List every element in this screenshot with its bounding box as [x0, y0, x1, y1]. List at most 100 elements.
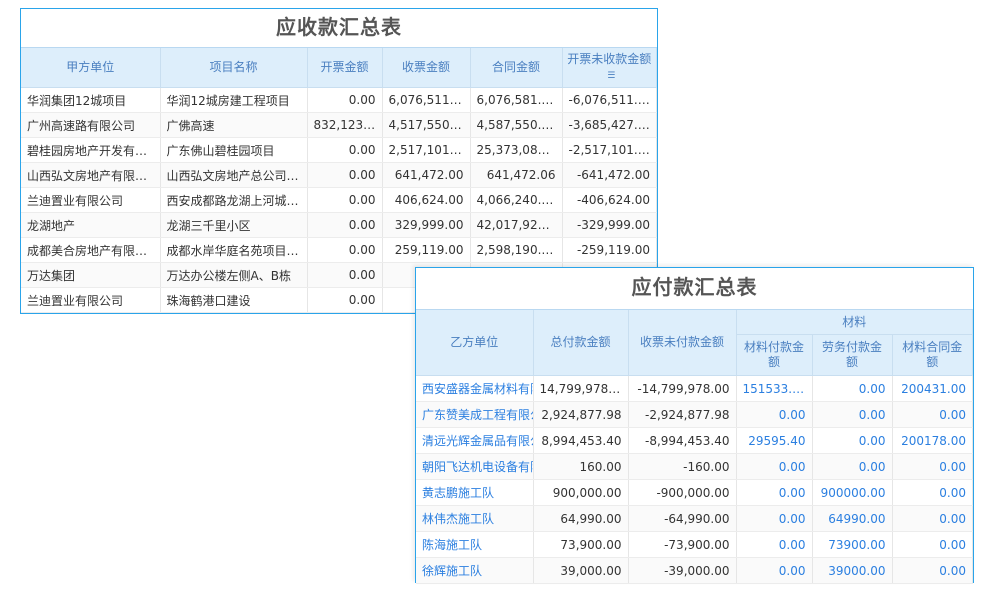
table-row[interactable]: 西安盛器金属材料有限公司14,799,978.00-14,799,978.001…: [416, 375, 973, 402]
table-cell: 成都水岸华庭名苑项目工程: [160, 237, 308, 263]
table-cell: 4,587,550.00: [470, 112, 563, 138]
table-cell: 龙湖地产: [21, 212, 161, 238]
table-cell[interactable]: 黄志鹏施工队: [416, 479, 534, 506]
table-row[interactable]: 林伟杰施工队 64,990.00 -64,990.00 0.00 64990.00 0.0…: [416, 505, 973, 532]
table-row[interactable]: 成都美合房地产有限公司 成都水岸华庭名苑项目工程 0.00 259,119.00 2,5…: [21, 237, 657, 263]
table-cell: 200431.00: [892, 375, 973, 402]
table-cell: 14,799,978.00: [533, 375, 629, 402]
table-cell: 2,517,101.00: [382, 137, 471, 163]
table-cell: 山西弘文房地产总公司项目: [160, 162, 308, 188]
table-cell[interactable]: 徐辉施工队: [416, 557, 534, 584]
payable-title: 应付款汇总表: [416, 268, 973, 310]
table-cell: 0.00: [736, 401, 813, 428]
table-cell: 4,517,550.00: [382, 112, 471, 138]
col-header[interactable]: 材料付款金额: [736, 334, 813, 376]
table-cell[interactable]: 朝阳飞达机电设备有限公司: [416, 453, 534, 480]
table-row[interactable]: 兰迪置业有限公司 西安成都路龙湖上河城项目 0.00 406,624.00 4,066,…: [21, 187, 657, 213]
table-cell: -900,000.00: [628, 479, 737, 506]
table-cell[interactable]: 清远光辉金属品有限公司: [416, 427, 534, 454]
table-cell: -160.00: [628, 453, 737, 480]
table-cell: 0.00: [736, 557, 813, 584]
table-cell: 0.00: [892, 401, 973, 428]
table-cell: 641,472.06: [470, 162, 563, 188]
table-row[interactable]: 山西弘文房地产有限公司 山西弘文房地产总公司项目 0.00 641,472.00 641…: [21, 162, 657, 188]
group-header: 材料: [736, 310, 973, 335]
col-header[interactable]: 材料合同金额: [892, 334, 973, 376]
table-cell: 406,624.00: [382, 187, 471, 213]
table-cell[interactable]: 陈海施工队: [416, 531, 534, 558]
table-cell: 39,000.00: [533, 557, 629, 584]
table-cell: 0.00: [307, 87, 383, 113]
table-cell: 兰迪置业有限公司: [21, 187, 161, 213]
table-cell: 2,924,877.98: [533, 401, 629, 428]
table-cell: 2,598,190.00: [470, 237, 563, 263]
sort-icon[interactable]: ☰: [607, 70, 616, 81]
table-cell: 73900.00: [812, 531, 893, 558]
table-cell: 0.00: [892, 505, 973, 532]
table-cell: -14,799,978.00: [628, 375, 737, 402]
table-cell[interactable]: 林伟杰施工队: [416, 505, 534, 532]
table-cell: 万达集团: [21, 262, 161, 288]
col-header[interactable]: 总付款金额: [533, 310, 629, 376]
table-cell: 8,994,453.40: [533, 427, 629, 454]
table-cell: 0.00: [812, 375, 893, 402]
table-cell: -2,517,101.00: [562, 137, 657, 163]
table-cell: 900,000.00: [533, 479, 629, 506]
col-header[interactable]: 收票未付款金额: [628, 310, 737, 376]
table-cell: 成都美合房地产有限公司: [21, 237, 161, 263]
table-cell: 6,076,581.00: [470, 87, 563, 113]
table-cell[interactable]: 西安盛器金属材料有限公司: [416, 375, 534, 402]
table-cell: 25,373,082.00: [470, 137, 563, 163]
table-cell: 329,999.00: [382, 212, 471, 238]
col-header[interactable]: 项目名称: [160, 48, 308, 88]
table-cell: 0.00: [307, 162, 383, 188]
col-header[interactable]: 合同金额: [470, 48, 563, 88]
table-cell[interactable]: 广东赞美成工程有限公司: [416, 401, 534, 428]
table-row[interactable]: 陈海施工队 73,900.00 -73,900.00 0.00 73900.00 0.00: [416, 531, 973, 558]
table-cell: -6,076,511.00: [562, 87, 657, 113]
table-cell: 151533.00: [736, 375, 813, 402]
table-row[interactable]: 广州高速路有限公司 广佛高速 832,123.00 4,517,550.00 4,587…: [21, 112, 657, 138]
table-cell: 0.00: [892, 531, 973, 558]
table-row[interactable]: 龙湖地产 龙湖三千里小区 0.00 329,999.00 42,017,925.00 -3…: [21, 212, 657, 238]
receivable-title: 应收款汇总表: [21, 9, 657, 48]
table-cell: 0.00: [736, 505, 813, 532]
table-cell: 万达办公楼左侧A、B栋: [160, 262, 308, 288]
table-row[interactable]: 华润集团12城项目 华润12城房建工程项目 0.00 6,076,511.00 6,07…: [21, 87, 657, 113]
col-header[interactable]: 乙方单位: [416, 310, 534, 376]
table-row[interactable]: 清远光辉金属品有限公司8,994,453.40-8,994,453.402959…: [416, 427, 973, 454]
table-row[interactable]: 广东赞美成工程有限公司2,924,877.98-2,924,877.980.00…: [416, 401, 973, 428]
col-header[interactable]: 开票金额: [307, 48, 383, 88]
table-cell: 29595.40: [736, 427, 813, 454]
col-header[interactable]: 收票金额: [382, 48, 471, 88]
table-cell: 0.00: [307, 212, 383, 238]
table-cell: 0.00: [892, 479, 973, 506]
table-cell: 广东佛山碧桂园项目: [160, 137, 308, 163]
col-header[interactable]: 甲方单位: [21, 48, 161, 88]
col-header[interactable]: 劳务付款金额: [812, 334, 893, 376]
table-cell: 珠海鹤港口建设: [160, 287, 308, 313]
table-cell: 259,119.00: [382, 237, 471, 263]
table-cell: 64,990.00: [533, 505, 629, 532]
table-row[interactable]: 黄志鹏施工队 900,000.00 -900,000.00 0.00 900000.00…: [416, 479, 973, 506]
table-cell: 42,017,925.00: [470, 212, 563, 238]
table-row[interactable]: 碧桂园房地产开发有限公司 广东佛山碧桂园项目 0.00 2,517,101.00 25,…: [21, 137, 657, 163]
table-cell: -2,924,877.98: [628, 401, 737, 428]
table-cell: 832,123.00: [307, 112, 383, 138]
receivable-summary-table: 应收款汇总表 甲方单位 项目名称 开票金额 收票金额 合同金额 开票未收款金额☰…: [20, 8, 658, 314]
table-cell: 6,076,511.00: [382, 87, 471, 113]
table-cell: -329,999.00: [562, 212, 657, 238]
table-cell: 广佛高速: [160, 112, 308, 138]
table-cell: 碧桂园房地产开发有限公司: [21, 137, 161, 163]
table-cell: 0.00: [736, 531, 813, 558]
table-cell: 641,472.00: [382, 162, 471, 188]
col-header-sortable[interactable]: 开票未收款金额☰: [562, 48, 657, 88]
table-cell: 0.00: [307, 237, 383, 263]
table-row[interactable]: 徐辉施工队 39,000.00 -39,000.00 0.00 39000.00 0.00: [416, 557, 973, 584]
table-cell: 73,900.00: [533, 531, 629, 558]
table-cell: 0.00: [307, 262, 383, 288]
table-cell: 200178.00: [892, 427, 973, 454]
table-cell: 0.00: [812, 401, 893, 428]
table-cell: 0.00: [812, 453, 893, 480]
table-row[interactable]: 朝阳飞达机电设备有限公司160.00-160.000.000.000.00: [416, 453, 973, 480]
